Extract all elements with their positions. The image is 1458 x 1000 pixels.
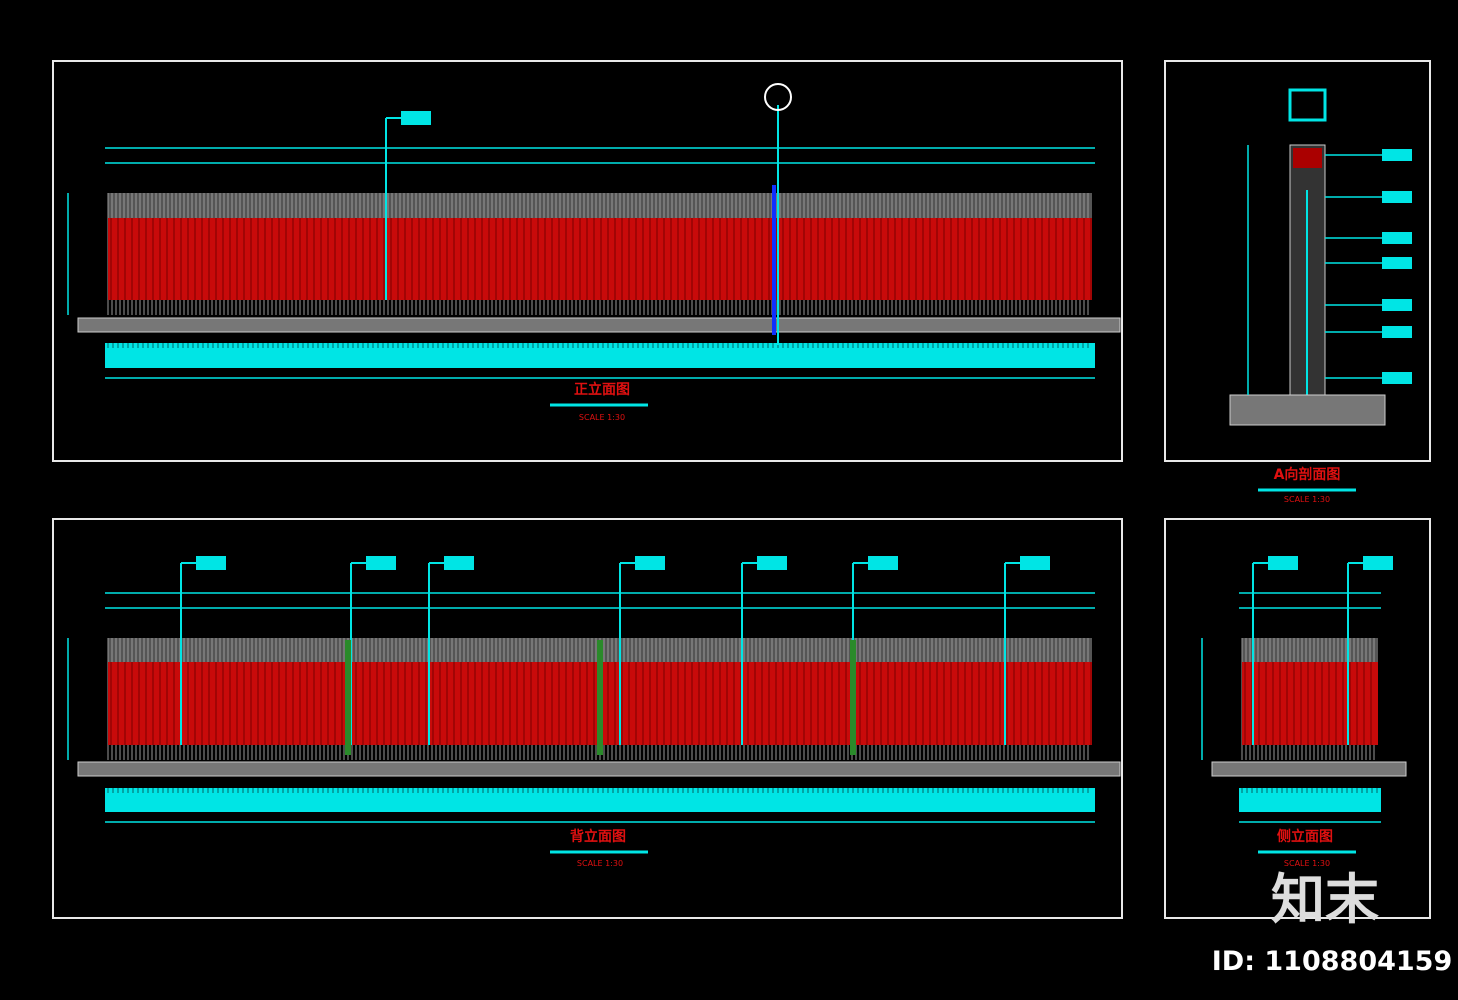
base-slab	[77, 761, 1121, 777]
tag	[1382, 232, 1412, 244]
dim-band	[105, 788, 1095, 812]
frames	[52, 60, 1431, 919]
tag	[868, 556, 898, 570]
base-slab	[1211, 761, 1407, 777]
post-green	[597, 640, 603, 755]
watermark-id: ID: 1108804159	[1212, 946, 1453, 977]
tag	[1363, 556, 1393, 570]
tag	[1382, 326, 1412, 338]
view-scale: SCALE 1:30	[1284, 495, 1330, 504]
cut	[772, 185, 776, 335]
view-title: 侧立面图	[1277, 828, 1333, 845]
tag	[1382, 299, 1412, 311]
tag	[196, 556, 226, 570]
section-base	[1229, 394, 1386, 426]
tag	[1288, 88, 1327, 122]
tag	[1268, 556, 1298, 570]
frame	[1164, 60, 1431, 462]
dim-band	[1239, 788, 1381, 812]
view-scale: SCALE 1:30	[577, 859, 623, 868]
tag	[757, 556, 787, 570]
frame	[52, 518, 1123, 919]
tag	[401, 111, 431, 125]
dim-band	[105, 343, 1095, 368]
tag	[1382, 149, 1412, 161]
post-green	[850, 640, 856, 755]
view-scale: SCALE 1:30	[579, 413, 625, 422]
view-title: 背立面图	[570, 828, 626, 845]
drawing	[67, 83, 1412, 823]
tag	[1382, 191, 1412, 203]
tag	[366, 556, 396, 570]
tag	[1382, 257, 1412, 269]
post-green	[345, 640, 351, 755]
section-cap	[1293, 148, 1322, 168]
panel	[1242, 662, 1378, 745]
base-slab	[77, 317, 1121, 333]
tag	[444, 556, 474, 570]
tag	[635, 556, 665, 570]
frame	[1164, 518, 1431, 919]
section-mark	[764, 83, 792, 111]
view-scale: SCALE 1:30	[1284, 859, 1330, 868]
view-title: 正立面图	[574, 381, 630, 398]
watermark-logo: 知末	[1271, 868, 1379, 931]
frame	[52, 60, 1123, 462]
tag	[1020, 556, 1050, 570]
tag	[1382, 372, 1412, 384]
view-title: A向剖面图	[1274, 466, 1341, 483]
